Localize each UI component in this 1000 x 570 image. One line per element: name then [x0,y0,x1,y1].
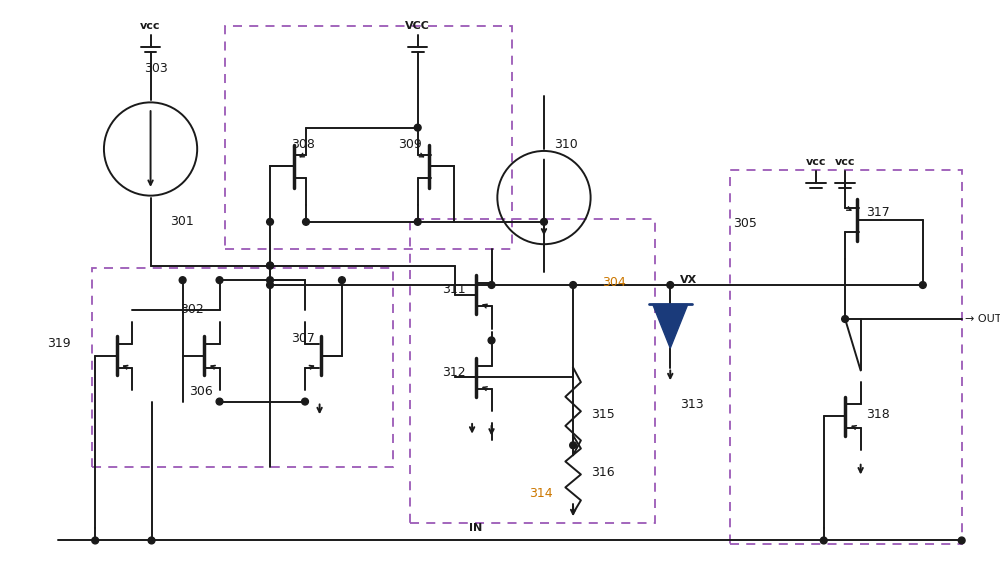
Text: 315: 315 [591,408,614,421]
Bar [410,219,655,523]
Text: → OUT: → OUT [965,314,1000,324]
Bar [730,170,962,544]
Text: 305: 305 [733,217,757,230]
Circle shape [958,537,965,544]
Text: 302: 302 [180,303,203,316]
Circle shape [267,262,273,269]
Text: 301: 301 [170,215,194,229]
Circle shape [820,537,827,544]
Circle shape [488,337,495,344]
Circle shape [267,218,273,225]
Text: 308: 308 [291,137,315,150]
Text: vcc: vcc [140,22,161,31]
Circle shape [148,537,155,544]
Circle shape [570,282,577,288]
Text: 303: 303 [144,62,168,75]
Text: 319: 319 [47,337,70,350]
Circle shape [919,282,926,288]
Circle shape [414,124,421,131]
Text: 317: 317 [866,206,890,219]
Text: 313: 313 [680,398,704,411]
Text: IN: IN [469,523,483,533]
Circle shape [216,398,223,405]
Text: 311: 311 [442,283,466,296]
Text: vcc: vcc [835,157,855,168]
Bar [92,267,393,467]
Circle shape [267,282,273,288]
Text: VCC: VCC [405,22,430,31]
Text: 304: 304 [602,275,626,288]
Circle shape [92,537,99,544]
Text: 307: 307 [291,332,315,345]
Bar [225,26,512,249]
Text: 318: 318 [866,408,890,421]
Circle shape [488,282,495,288]
Circle shape [216,277,223,283]
Circle shape [267,277,273,283]
Text: 306: 306 [189,385,213,398]
Text: 314: 314 [529,487,553,500]
Circle shape [570,442,577,449]
Circle shape [267,262,273,269]
Circle shape [179,277,186,283]
Text: 316: 316 [591,466,614,479]
Circle shape [541,218,547,225]
Text: VX: VX [680,275,697,285]
Text: 309: 309 [398,137,422,150]
Circle shape [414,218,421,225]
Circle shape [667,282,674,288]
Circle shape [303,218,309,225]
Text: 310: 310 [554,137,577,150]
Text: vcc: vcc [806,157,826,168]
Circle shape [842,316,849,323]
Circle shape [302,398,308,405]
Text: 312: 312 [442,366,466,379]
Circle shape [339,277,345,283]
Polygon shape [653,304,688,348]
